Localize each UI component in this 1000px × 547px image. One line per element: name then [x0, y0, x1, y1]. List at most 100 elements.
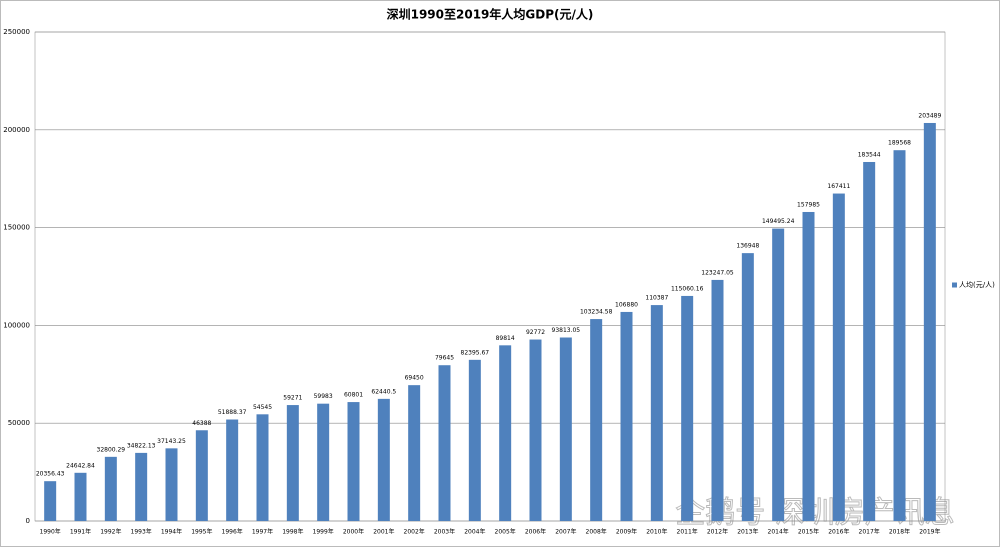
bar	[104, 456, 117, 521]
y-tick-label: 200000	[3, 126, 30, 134]
x-tick-label: 1998年	[282, 528, 303, 536]
bar	[923, 122, 936, 521]
x-tick-label: 1996年	[222, 528, 243, 536]
data-label: 82395.67	[461, 349, 490, 356]
legend-swatch	[952, 282, 957, 288]
x-tick-label: 2014年	[768, 528, 789, 536]
data-label: 59983	[314, 393, 333, 400]
bar	[711, 279, 724, 521]
bar	[468, 359, 481, 521]
data-label: 203489	[918, 112, 941, 119]
bar	[681, 295, 694, 521]
data-label: 24642.84	[66, 462, 95, 469]
y-tick-label: 100000	[3, 321, 30, 329]
x-tick-label: 2016年	[828, 528, 849, 536]
data-label: 54545	[253, 404, 272, 411]
data-label: 110387	[645, 295, 668, 302]
y-tick-label: 0	[26, 517, 30, 525]
data-label: 51888.37	[218, 409, 247, 416]
data-label: 59271	[283, 395, 302, 402]
bar	[438, 365, 451, 521]
x-tick-label: 2018年	[889, 528, 910, 536]
data-label: 37143.25	[157, 438, 186, 445]
bar	[741, 253, 754, 522]
x-tick-label: 2001年	[373, 528, 394, 536]
bar	[135, 452, 148, 521]
data-label: 62440.5	[371, 388, 396, 395]
x-tick-label: 1999年	[313, 528, 334, 536]
y-tick-label: 50000	[8, 419, 30, 427]
bar	[559, 337, 572, 521]
data-label: 32800.29	[97, 446, 126, 453]
x-tick-label: 2008年	[586, 528, 607, 536]
bar	[377, 398, 390, 521]
chart-title: 深圳1990至2019年人均GDP(元/人)	[387, 7, 594, 22]
x-tick-label: 2007年	[555, 528, 576, 536]
x-tick-label: 1990年	[40, 528, 61, 536]
data-label: 123247.05	[701, 269, 734, 276]
bar	[772, 228, 785, 521]
bar	[286, 405, 299, 521]
bar	[347, 402, 360, 521]
bar	[74, 472, 87, 521]
x-tick-label: 2006年	[525, 528, 546, 536]
data-label: 69450	[405, 375, 424, 382]
data-label: 20356.43	[36, 471, 65, 478]
data-label: 149495.24	[762, 218, 795, 225]
data-label: 79645	[435, 355, 454, 362]
y-tick-label: 150000	[3, 224, 30, 232]
x-tick-label: 1995年	[191, 528, 212, 536]
x-tick-label: 1992年	[100, 528, 121, 536]
x-tick-label: 2002年	[404, 528, 425, 536]
bar	[529, 339, 542, 521]
x-tick-label: 1993年	[131, 528, 152, 536]
data-label: 89814	[496, 335, 515, 342]
bar	[650, 305, 663, 521]
bar	[317, 403, 330, 521]
y-tick-label: 250000	[3, 28, 30, 36]
data-label: 34822.13	[127, 442, 156, 449]
x-tick-label: 2010年	[646, 528, 667, 536]
data-label: 106880	[615, 301, 638, 308]
bar	[590, 319, 603, 521]
x-tick-label: 1997年	[252, 528, 273, 536]
data-label: 93813.05	[552, 327, 581, 334]
data-label: 157985	[797, 201, 820, 208]
bar	[863, 161, 876, 522]
x-tick-label: 2004年	[464, 528, 485, 536]
data-label: 189568	[888, 140, 911, 147]
bar	[620, 311, 633, 521]
x-tick-label: 2015年	[798, 528, 819, 536]
x-tick-label: 2009年	[616, 528, 637, 536]
bar	[256, 414, 269, 521]
bar	[195, 430, 208, 521]
x-tick-label: 2005年	[495, 528, 516, 536]
bar	[893, 150, 906, 521]
bar	[832, 193, 845, 522]
bar	[408, 385, 421, 521]
bar	[165, 448, 178, 521]
bar	[802, 211, 815, 522]
x-tick-label: 2019年	[919, 528, 940, 536]
bar	[226, 419, 239, 521]
data-label: 92772	[526, 329, 545, 336]
x-tick-label: 1991年	[70, 528, 91, 536]
data-label: 183544	[858, 151, 881, 158]
x-tick-label: 2011年	[677, 528, 698, 536]
x-tick-label: 1994年	[161, 528, 182, 536]
legend-label: 人均(元/人)	[959, 280, 995, 289]
data-label: 46388	[192, 420, 211, 427]
data-label: 136948	[736, 243, 759, 250]
x-tick-label: 2003年	[434, 528, 455, 536]
x-tick-label: 2017年	[859, 528, 880, 536]
x-tick-label: 2013年	[737, 528, 758, 536]
bar	[499, 345, 512, 521]
data-label: 167411	[827, 183, 850, 190]
data-label: 103234.58	[580, 309, 613, 316]
data-label: 60801	[344, 392, 363, 399]
x-tick-label: 2012年	[707, 528, 728, 536]
x-tick-label: 2000年	[343, 528, 364, 536]
data-label: 115060.16	[671, 285, 704, 292]
bar	[44, 481, 57, 521]
